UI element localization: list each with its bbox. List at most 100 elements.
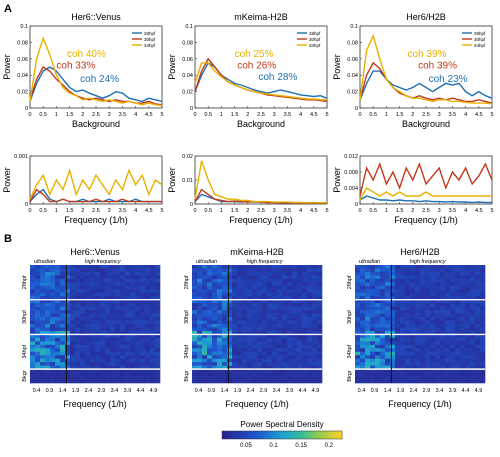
heatmap-cell xyxy=(145,310,151,314)
heatmap-cell xyxy=(80,369,86,373)
heatmap-cell xyxy=(120,334,126,339)
heatmap-cell xyxy=(262,344,268,349)
heatmap-cell xyxy=(450,296,456,301)
heatmap-cell xyxy=(355,348,361,353)
heatmap-cell xyxy=(227,292,233,297)
heatmap-cell xyxy=(242,362,248,366)
heatmap-cell xyxy=(440,320,446,325)
heatmap-title: Her6/H2B xyxy=(400,247,440,257)
heatmap-cell xyxy=(435,365,441,370)
heatmap-cell xyxy=(390,292,396,297)
heatmap-cell xyxy=(445,334,451,339)
heatmap-cell xyxy=(257,327,263,332)
heatmap-cell xyxy=(222,372,228,377)
heatmap-cell xyxy=(80,289,86,294)
heatmap-cell xyxy=(50,348,56,353)
heatmap-cell xyxy=(85,337,91,342)
heatmap-cell xyxy=(252,334,258,339)
heatmap-cell xyxy=(440,303,446,307)
heatmap-cell xyxy=(475,317,481,321)
heatmap-cell xyxy=(140,334,146,339)
heatmap-cell xyxy=(85,365,91,370)
heatmap-cell xyxy=(207,282,213,287)
heatmap-cell xyxy=(360,344,366,349)
heatmap-cell xyxy=(90,313,96,318)
legend-label: 30hpf xyxy=(309,37,321,42)
heatmap-cell xyxy=(65,265,71,269)
heatmap-cell xyxy=(480,271,486,276)
heatmap-cell xyxy=(365,292,371,297)
heatmap-cell xyxy=(400,299,406,304)
heatmap-cell xyxy=(460,278,466,283)
heatmap-cell xyxy=(430,317,436,321)
heatmap-cell xyxy=(385,330,391,335)
heatmap-cell xyxy=(307,303,313,307)
heatmap-cell xyxy=(155,355,161,360)
heatmap-cell xyxy=(222,320,228,325)
heatmap-cell xyxy=(465,289,471,294)
heatmap-cell xyxy=(375,334,381,339)
heatmap-cell xyxy=(95,292,101,297)
heatmap-cell xyxy=(267,341,273,346)
heatmap-cell xyxy=(95,271,101,276)
heatmap-cell xyxy=(365,320,371,325)
heatmap-cell xyxy=(440,362,446,366)
heatmap-cell xyxy=(135,372,141,377)
heatmap-cell xyxy=(140,285,146,290)
heatmap-cell xyxy=(212,365,218,370)
heatmap-cell xyxy=(480,376,486,380)
heatmap-cell xyxy=(252,303,258,307)
heatmap-cell xyxy=(232,334,238,339)
heatmap-cell xyxy=(65,282,71,287)
heatmap-cell xyxy=(232,355,238,360)
heatmap-cell xyxy=(370,348,376,353)
heatmap-cell xyxy=(227,355,233,360)
heatmap-cell xyxy=(135,313,141,318)
heatmap-cell xyxy=(282,376,288,380)
heatmap-cell xyxy=(237,365,243,370)
heatmap-cell xyxy=(307,351,313,356)
heatmap-cell xyxy=(390,376,396,380)
heatmap-cell xyxy=(292,344,298,349)
heatmap-cell xyxy=(317,344,323,349)
heatmap-cell xyxy=(445,341,451,346)
heatmap-cell xyxy=(445,268,451,273)
heatmap-cell xyxy=(60,365,66,370)
heatmap-cell xyxy=(375,337,381,342)
heatmap-cell xyxy=(247,317,253,321)
heatmap-cell xyxy=(95,265,101,269)
heatmap-cell xyxy=(460,265,466,269)
heatmap-cell xyxy=(470,358,476,363)
heatmap-cell xyxy=(262,278,268,283)
heatmap-cell xyxy=(302,310,308,314)
heatmap-cell xyxy=(405,282,411,287)
heatmap-cell xyxy=(232,296,238,301)
y-tick-label: 0.01 xyxy=(182,178,193,184)
heatmap-cell xyxy=(60,285,66,290)
heatmap-cell xyxy=(155,317,161,321)
heatmap-cell xyxy=(212,313,218,318)
heatmap-1: ultradian high frequencymKeima-H2B28hpf30… xyxy=(184,247,323,409)
heatmap-cell xyxy=(252,376,258,380)
heatmap-cell xyxy=(247,268,253,273)
heatmap-cell xyxy=(480,334,486,339)
heatmap-cell xyxy=(65,292,71,297)
heatmap-cell xyxy=(70,317,76,321)
heatmap-cell xyxy=(430,324,436,328)
heatmap-cell xyxy=(90,278,96,283)
heatmap-cell xyxy=(125,337,131,342)
heatmap-cell xyxy=(370,351,376,356)
heatmap-cell xyxy=(95,365,101,370)
heatmap-cell xyxy=(85,268,91,273)
heatmap-cell xyxy=(400,369,406,373)
heatmap-cell xyxy=(197,306,203,311)
heatmap-cell xyxy=(50,379,56,384)
heatmap-cell xyxy=(75,296,81,301)
heatmap-cell xyxy=(242,330,248,335)
heatmap-cell xyxy=(440,334,446,339)
heatmap-cell xyxy=(252,310,258,314)
heatmap-cell xyxy=(307,306,313,311)
heatmap-cell xyxy=(90,344,96,349)
heatmap-cell xyxy=(435,327,441,332)
heatmap-cell xyxy=(312,306,318,311)
